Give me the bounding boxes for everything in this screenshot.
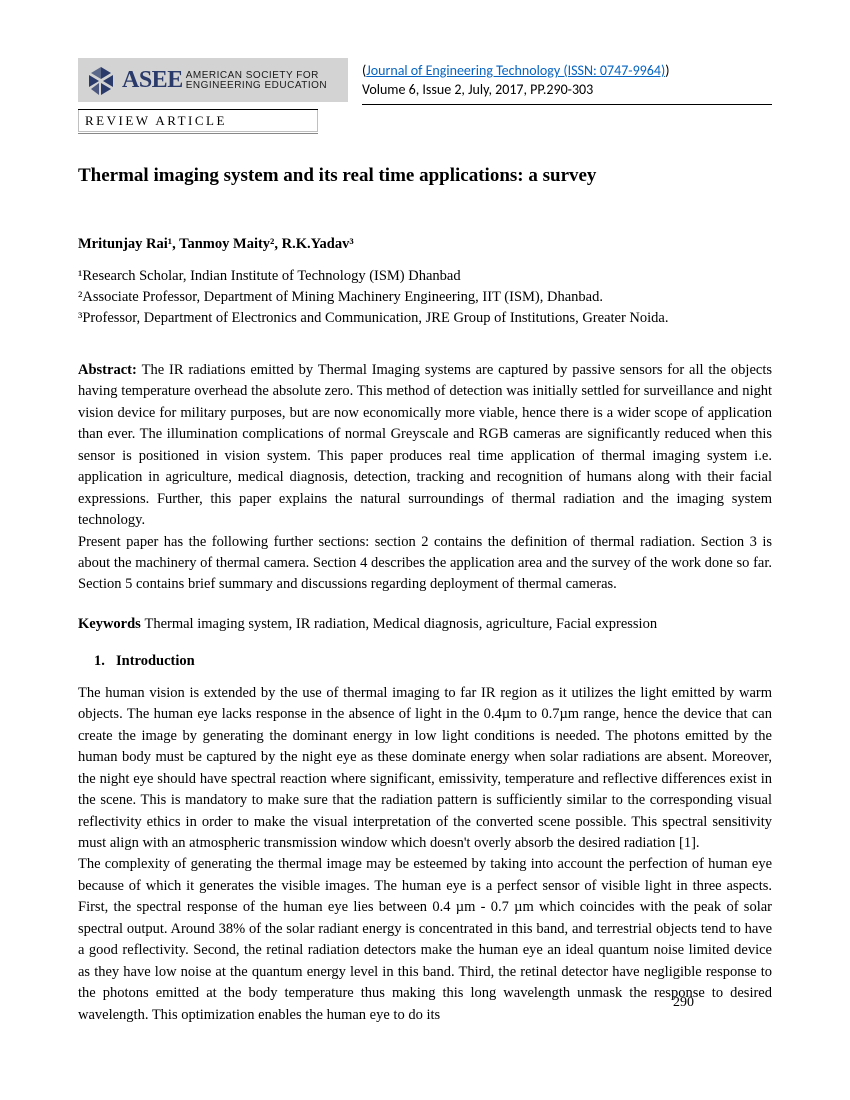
paren-close: ) bbox=[665, 62, 669, 79]
keywords-text: Thermal imaging system, IR radiation, Me… bbox=[144, 616, 657, 632]
volume-line: Volume 6, Issue 2, July, 2017, PP.290-30… bbox=[362, 81, 593, 98]
review-article-label: REVIEW ARTICLE bbox=[78, 110, 318, 132]
asee-logo-block: ASEE AMERICAN SOCIETY FOR ENGINEERING ED… bbox=[78, 58, 348, 102]
journal-link[interactable]: Journal of Engineering Technology (ISSN:… bbox=[366, 62, 665, 79]
section-1-num: 1. bbox=[94, 651, 116, 672]
affiliation-3: ³Professor, Department of Electronics an… bbox=[78, 308, 772, 329]
intro-p1: The human vision is extended by the use … bbox=[78, 683, 772, 855]
section-1-title: Introduction bbox=[116, 653, 195, 669]
keywords-block: Keywords Thermal imaging system, IR radi… bbox=[78, 614, 772, 635]
abstract-block: Abstract: The IR radiations emitted by T… bbox=[78, 360, 772, 596]
asee-logo-icon bbox=[84, 64, 118, 98]
header: ASEE AMERICAN SOCIETY FOR ENGINEERING ED… bbox=[78, 58, 772, 105]
abstract-text1: The IR radiations emitted by Thermal Ima… bbox=[78, 362, 772, 528]
review-article-bar: REVIEW ARTICLE bbox=[78, 109, 318, 134]
authors: Mritunjay Rai¹, Tanmoy Maity², R.K.Yadav… bbox=[78, 234, 772, 255]
section-1-heading: 1.Introduction bbox=[78, 651, 772, 672]
paper-title: Thermal imaging system and its real time… bbox=[78, 162, 772, 190]
page-number: 290 bbox=[673, 993, 694, 1014]
keywords-label: Keywords bbox=[78, 616, 144, 632]
logo-asee-text: ASEE bbox=[122, 63, 183, 99]
affiliation-2: ²Associate Professor, Department of Mini… bbox=[78, 287, 772, 308]
journal-meta: (Journal of Engineering Technology (ISSN… bbox=[362, 58, 772, 105]
abstract-p2: Present paper has the following further … bbox=[78, 532, 772, 596]
abstract-label: Abstract: bbox=[78, 362, 142, 378]
affiliation-1: ¹Research Scholar, Indian Institute of T… bbox=[78, 266, 772, 287]
intro-p2: The complexity of generating the thermal… bbox=[78, 854, 772, 1026]
logo-line2: ENGINEERING EDUCATION bbox=[186, 81, 327, 91]
abstract-p1: Abstract: The IR radiations emitted by T… bbox=[78, 360, 772, 532]
